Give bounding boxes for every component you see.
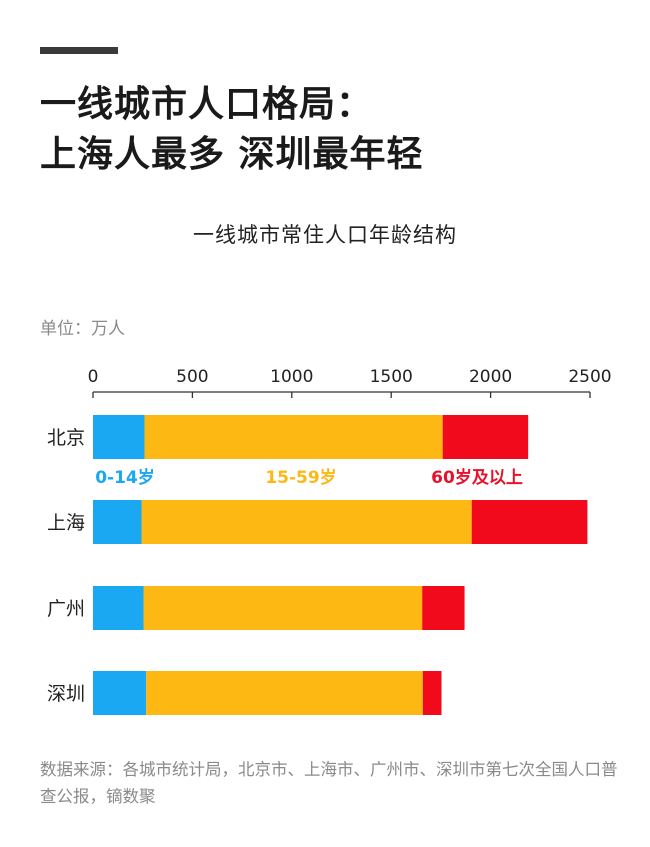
bar-segment xyxy=(442,415,529,459)
bar-segment xyxy=(143,586,423,630)
legend-label: 60岁及以上 xyxy=(431,467,523,488)
category-label: 深圳 xyxy=(47,683,85,705)
headline-line-1: 一线城市人口格局： xyxy=(40,84,374,125)
x-tick-label: 500 xyxy=(176,367,208,387)
bar-segment xyxy=(146,671,423,715)
x-tick-label: 1500 xyxy=(370,367,413,387)
headline-line-2: 上海人最多 深圳最年轻 xyxy=(40,134,424,175)
bar-segment xyxy=(93,415,145,459)
bar-segment xyxy=(471,500,588,544)
bar-segment xyxy=(93,671,147,715)
headline: 一线城市人口格局： 上海人最多 深圳最年轻 xyxy=(40,80,424,180)
legend-label: 15-59岁 xyxy=(265,467,336,488)
x-tick-label: 2500 xyxy=(568,367,611,387)
bar-segment xyxy=(93,586,144,630)
x-tick-label: 2000 xyxy=(469,367,512,387)
category-label: 北京 xyxy=(47,427,85,449)
bar-segment xyxy=(141,500,472,544)
bar-segment xyxy=(93,500,142,544)
unit-label: 单位：万人 xyxy=(40,319,125,339)
bar-segment xyxy=(422,586,465,630)
legend-label: 0-14岁 xyxy=(95,467,155,488)
chart-title: 一线城市常住人口年龄结构 xyxy=(193,223,457,247)
x-tick-label: 1000 xyxy=(270,367,313,387)
bar-segment xyxy=(144,415,443,459)
category-label: 上海 xyxy=(47,512,85,534)
top-rule xyxy=(40,47,118,54)
category-label: 广州 xyxy=(47,598,85,620)
source-note: 数据来源：各城市统计局，北京市、上海市、广州市、深圳市第七次全国人口普查公报，镝… xyxy=(40,760,618,806)
bar-segment xyxy=(422,671,442,715)
x-tick-label: 0 xyxy=(88,367,99,387)
